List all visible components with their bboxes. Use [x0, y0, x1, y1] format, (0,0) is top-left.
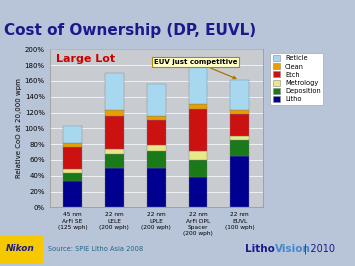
Bar	[189, 60, 207, 104]
Bar	[147, 116, 165, 120]
Bar	[230, 80, 249, 110]
Bar	[189, 160, 207, 177]
Bar	[230, 156, 249, 207]
Bar	[147, 120, 165, 145]
Bar	[230, 114, 249, 136]
Bar	[230, 140, 249, 156]
Text: | 2010: | 2010	[304, 243, 334, 254]
Text: Nikon: Nikon	[6, 244, 34, 253]
Bar	[105, 155, 124, 168]
Bar	[189, 104, 207, 109]
Bar	[230, 136, 249, 140]
Bar	[63, 126, 82, 143]
Bar	[63, 169, 82, 173]
Text: EUV just competitive: EUV just competitive	[154, 59, 237, 79]
Bar	[147, 151, 165, 168]
Bar	[147, 84, 165, 116]
Legend: Reticle, Clean, Etch, Metrology, Deposition, Litho: Reticle, Clean, Etch, Metrology, Deposit…	[270, 53, 323, 105]
Bar	[189, 177, 207, 207]
Bar	[63, 147, 82, 169]
Bar	[63, 173, 82, 181]
Y-axis label: Relative CoO at 20,000 wpm: Relative CoO at 20,000 wpm	[16, 78, 22, 178]
Text: Source: SPIE Litho Asia 2008: Source: SPIE Litho Asia 2008	[48, 246, 143, 252]
Text: Litho: Litho	[245, 244, 275, 254]
FancyBboxPatch shape	[0, 236, 43, 264]
Bar	[63, 143, 82, 147]
Bar	[230, 110, 249, 114]
Bar	[189, 109, 207, 151]
Bar	[147, 145, 165, 151]
Bar	[105, 110, 124, 116]
Bar	[189, 151, 207, 160]
Bar	[105, 116, 124, 149]
Bar	[105, 73, 124, 110]
Text: Vision: Vision	[275, 244, 311, 254]
Text: Cost of Ownership (DP, EUVL): Cost of Ownership (DP, EUVL)	[4, 23, 256, 38]
Text: Large Lot: Large Lot	[56, 54, 115, 64]
Bar	[105, 149, 124, 155]
Bar	[147, 168, 165, 207]
Bar	[105, 168, 124, 207]
Bar	[63, 181, 82, 207]
